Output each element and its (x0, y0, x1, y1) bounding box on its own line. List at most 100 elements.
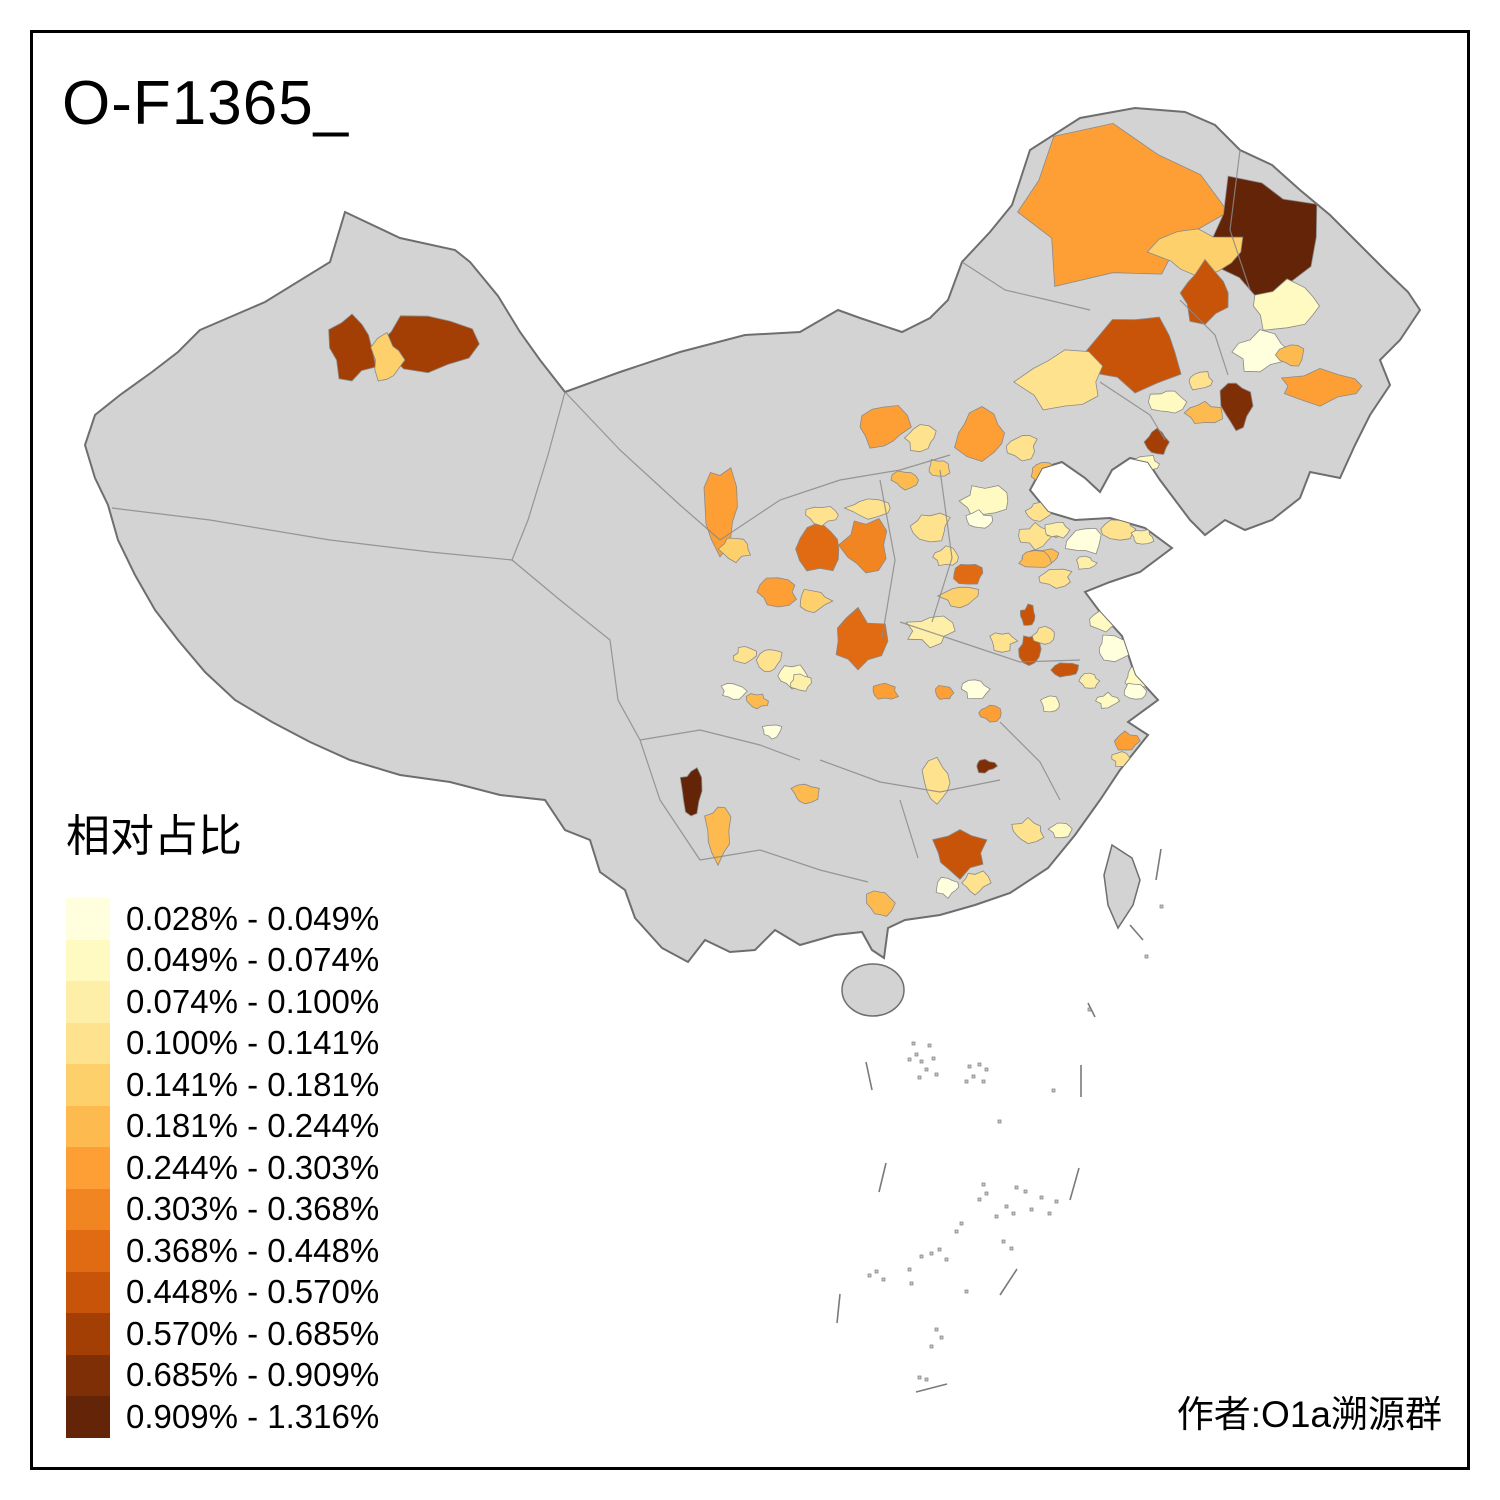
legend-swatch (66, 1105, 110, 1147)
legend-swatch (66, 1230, 110, 1272)
map-region (890, 470, 919, 491)
map-region (1252, 278, 1320, 331)
map-region (1039, 695, 1060, 713)
legend-row: 0.368% - 0.448% (66, 1230, 379, 1272)
map-region (1123, 682, 1147, 700)
legend-label: 0.100% - 0.141% (126, 1024, 380, 1062)
legend-label: 0.685% - 0.909% (126, 1356, 380, 1394)
attribution-text: 作者:O1a溯源群 (1176, 1394, 1442, 1435)
legend-label: 0.181% - 0.244% (126, 1107, 380, 1145)
map-region (960, 679, 991, 699)
map-region (932, 545, 959, 567)
legend-label: 0.141% - 0.181% (126, 1065, 380, 1103)
legend-rows: 0.028% - 0.049% 0.049% - 0.074% 0.074% - 0… (66, 898, 379, 1438)
legend-label: 0.074% - 0.100% (126, 982, 380, 1020)
map-region (720, 683, 748, 700)
map-region (679, 767, 703, 817)
legend-label: 0.909% - 1.316% (126, 1397, 380, 1435)
legend-row: 0.570% - 0.685% (66, 1313, 379, 1355)
map-region (1047, 822, 1073, 839)
legend-label: 0.049% - 0.074% (126, 941, 380, 979)
map-region (756, 577, 797, 608)
map-region (790, 673, 812, 692)
map-region (909, 512, 951, 543)
map-region (1064, 527, 1102, 555)
plot-frame (30, 30, 1470, 1470)
map-region (866, 890, 896, 917)
map-region (745, 693, 769, 710)
map-region (1018, 550, 1052, 568)
map-region (704, 806, 732, 867)
legend-title: 相对占比 (66, 812, 242, 861)
map-region (976, 758, 999, 774)
map-region (755, 649, 783, 672)
legend-row: 0.074% - 0.100% (66, 981, 379, 1023)
map-region (1188, 371, 1214, 391)
map-region (1183, 400, 1223, 424)
map-region (1280, 367, 1363, 407)
map-region (935, 876, 960, 899)
map-region (1274, 344, 1305, 367)
legend-swatch (66, 1271, 110, 1313)
legend-swatch (66, 939, 110, 981)
legend-row: 0.181% - 0.244% (66, 1105, 380, 1147)
map-region (1050, 662, 1080, 678)
legend-row: 0.049% - 0.074% (66, 939, 380, 981)
map-region (965, 509, 994, 529)
map-region (1011, 816, 1045, 845)
map-region (903, 424, 937, 453)
legend: 相对占比 0.028% - 0.049% 0.049% - 0.074% 0.074… (66, 800, 379, 1438)
map-region (872, 682, 900, 700)
map-region (1146, 228, 1244, 277)
map-region (978, 704, 1002, 723)
map-region (936, 586, 980, 609)
map-region (928, 458, 951, 477)
map-region (328, 313, 377, 382)
map-region (1113, 730, 1141, 751)
map-region (1019, 603, 1036, 626)
map-region (1038, 568, 1073, 589)
map-region (961, 870, 992, 896)
map-region (805, 505, 839, 527)
page-title: O-F1365_ (62, 69, 350, 138)
map-region (859, 405, 912, 449)
legend-label: 0.448% - 0.570% (126, 1273, 380, 1311)
legend-swatch (66, 898, 110, 940)
map-region (761, 724, 783, 740)
map-region (799, 588, 834, 614)
legend-row: 0.028% - 0.049% (66, 898, 379, 940)
map-region (1078, 672, 1101, 689)
map-region (1076, 555, 1098, 570)
map-region (790, 783, 820, 805)
legend-label: 0.244% - 0.303% (126, 1148, 380, 1186)
map-region (1179, 258, 1229, 325)
map-region (732, 646, 757, 665)
south-china-sea-islands (836, 848, 1164, 1393)
map-region (932, 829, 988, 880)
map-region (843, 498, 891, 520)
map-region (934, 685, 955, 700)
legend-row: 0.100% - 0.141% (66, 1022, 380, 1064)
legend-label: 0.368% - 0.448% (126, 1231, 380, 1269)
map-region (1013, 349, 1104, 411)
legend-swatch (66, 1188, 110, 1230)
map-region (1147, 390, 1188, 414)
map-region (717, 537, 752, 564)
legend-swatch (66, 1147, 110, 1189)
map-region (370, 332, 406, 382)
legend-swatch (66, 981, 110, 1023)
map-region (1143, 427, 1170, 455)
map-region (958, 485, 1009, 517)
legend-row: 0.141% - 0.181% (66, 1064, 379, 1106)
map-region (1095, 691, 1121, 709)
map-region (1231, 329, 1291, 373)
legend-swatch (66, 1313, 110, 1355)
legend-swatch (66, 1396, 110, 1438)
map-region (1044, 522, 1071, 539)
map-region (1031, 625, 1055, 645)
legend-row: 0.244% - 0.303% (66, 1147, 379, 1189)
legend-row: 0.448% - 0.570% (66, 1271, 380, 1313)
map-region (953, 563, 984, 585)
